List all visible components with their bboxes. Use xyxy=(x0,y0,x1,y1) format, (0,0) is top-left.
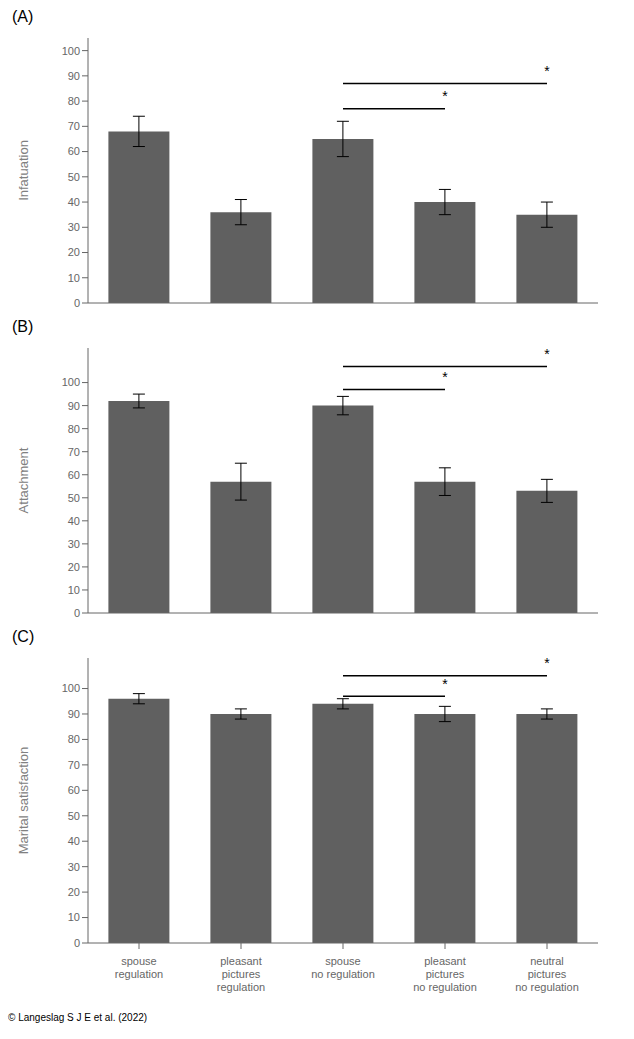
svg-text:70: 70 xyxy=(68,120,80,132)
svg-text:10: 10 xyxy=(68,584,80,596)
svg-text:50: 50 xyxy=(68,810,80,822)
svg-text:30: 30 xyxy=(68,221,80,233)
svg-text:20: 20 xyxy=(68,246,80,258)
svg-text:30: 30 xyxy=(68,538,80,550)
svg-text:60: 60 xyxy=(68,145,80,157)
svg-text:40: 40 xyxy=(68,196,80,208)
svg-text:100: 100 xyxy=(62,45,80,57)
svg-text:Infatuation: Infatuation xyxy=(16,140,31,201)
svg-text:50: 50 xyxy=(68,171,80,183)
svg-text:90: 90 xyxy=(68,708,80,720)
html-text:© Langeslag S J E et al. (2022: © Langeslag S J E et al. (2022) xyxy=(8,1012,148,1023)
svg-text:70: 70 xyxy=(68,759,80,771)
svg-text:pleasantpicturesregulation: pleasantpicturesregulation xyxy=(217,955,265,993)
svg-text:40: 40 xyxy=(68,835,80,847)
svg-text:60: 60 xyxy=(68,469,80,481)
svg-text:0: 0 xyxy=(74,937,80,949)
svg-text:90: 90 xyxy=(68,400,80,412)
svg-text:*: * xyxy=(544,655,550,671)
svg-text:20: 20 xyxy=(68,886,80,898)
html-text:(C): (C) xyxy=(12,628,35,645)
svg-text:*: * xyxy=(544,346,550,362)
svg-text:30: 30 xyxy=(68,861,80,873)
svg-text:80: 80 xyxy=(68,733,80,745)
svg-text:60: 60 xyxy=(68,784,80,796)
html-text:(A): (A) xyxy=(12,8,34,25)
svg-text:pleasantpicturesno regulation: pleasantpicturesno regulation xyxy=(413,955,477,993)
svg-text:20: 20 xyxy=(68,561,80,573)
svg-text:10: 10 xyxy=(68,911,80,923)
svg-text:100: 100 xyxy=(62,376,80,388)
svg-text:70: 70 xyxy=(68,446,80,458)
svg-text:0: 0 xyxy=(74,297,80,309)
svg-text:*: * xyxy=(442,369,448,385)
html-text:(B): (B) xyxy=(12,318,34,335)
svg-text:90: 90 xyxy=(68,70,80,82)
svg-text:Attachment: Attachment xyxy=(16,447,31,513)
svg-text:80: 80 xyxy=(68,95,80,107)
svg-text:*: * xyxy=(442,88,448,104)
svg-text:80: 80 xyxy=(68,423,80,435)
svg-text:Marital satisfaction: Marital satisfaction xyxy=(16,747,31,855)
svg-text:100: 100 xyxy=(62,682,80,694)
svg-text:40: 40 xyxy=(68,515,80,527)
svg-text:spouseno regulation: spouseno regulation xyxy=(311,955,375,980)
svg-text:*: * xyxy=(544,63,550,79)
svg-text:10: 10 xyxy=(68,272,80,284)
svg-text:0: 0 xyxy=(74,607,80,619)
svg-text:neutralpicturesno regulation: neutralpicturesno regulation xyxy=(515,955,579,993)
svg-text:50: 50 xyxy=(68,492,80,504)
svg-text:spouseregulation: spouseregulation xyxy=(115,955,163,980)
svg-text:*: * xyxy=(442,676,448,692)
